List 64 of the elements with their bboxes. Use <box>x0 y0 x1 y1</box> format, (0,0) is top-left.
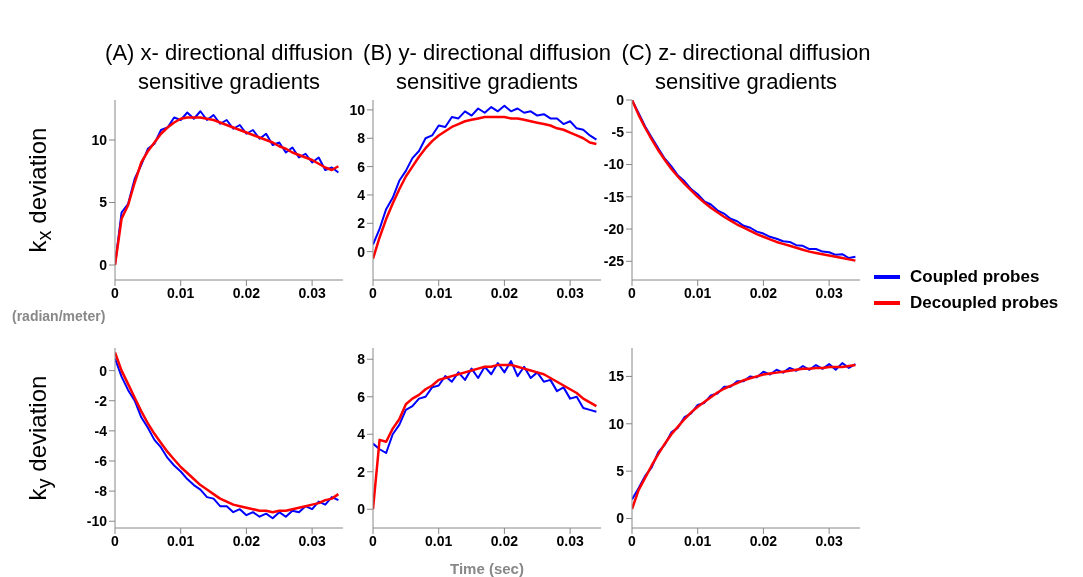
x-tick-label: 0 <box>111 284 120 301</box>
x-tick-label: 0.02 <box>232 284 261 301</box>
y-tick-label: 5 <box>616 463 625 480</box>
y-tick-label: 2 <box>357 463 366 480</box>
y-tick-label: 5 <box>99 194 108 211</box>
y-tick-label: 6 <box>357 158 366 175</box>
y-tick-label: 4 <box>357 426 366 443</box>
x-tick-label: 0.03 <box>815 532 843 549</box>
y-tick-label: 10 <box>349 101 366 118</box>
y-tick-label: 10 <box>608 415 625 432</box>
x-tick-label: 0.02 <box>749 532 778 549</box>
x-tick-label: 0 <box>628 532 637 549</box>
x-tick-label: 0.01 <box>684 532 712 549</box>
x-tick-label: 0.03 <box>298 532 326 549</box>
legend-label: Decoupled probes <box>910 293 1059 313</box>
y-tick-label: 0 <box>99 256 108 273</box>
x-tick-label: 0.03 <box>298 284 326 301</box>
y-tick-label: -10 <box>603 156 625 173</box>
x-tick-label: 0.03 <box>556 284 584 301</box>
y-tick-label: -20 <box>603 221 625 237</box>
y-tick-label: -4 <box>94 422 108 439</box>
y-tick-label: -5 <box>611 124 625 141</box>
x-tick-label: 0.01 <box>684 284 712 301</box>
y-tick-label: 4 <box>357 186 366 203</box>
y-tick-label: -15 <box>603 188 625 205</box>
y-tick-label: 8 <box>357 130 366 147</box>
x-tick-label: 0.03 <box>815 284 843 301</box>
x-tick-label: 0.01 <box>425 532 453 549</box>
text: (radian/meter) <box>12 308 106 324</box>
chart-title: (A) x- directional diffusion sensitive gradients <box>104 39 354 96</box>
x-tick-label: 0.01 <box>425 284 453 301</box>
x-tick-label: 0.01 <box>167 532 195 549</box>
x-tick-label: 0.01 <box>167 284 195 301</box>
x-tick-label: 0 <box>628 284 637 301</box>
x-tick-label: 0 <box>111 532 120 549</box>
y-tick-label: -25 <box>603 253 625 270</box>
y-tick-label: 6 <box>357 388 366 405</box>
y-tick-label: 0 <box>616 91 625 108</box>
y-tick-label: 0 <box>357 501 366 518</box>
x-tick-label: 0 <box>369 284 378 301</box>
x-tick-label: 0.02 <box>490 532 519 549</box>
chart-title: (C) z- directional diffusion sensitive gradients <box>621 40 871 94</box>
chart-title: (B) y- directional diffusion sensitive gradients <box>363 40 611 94</box>
y-tick-label: 15 <box>608 368 625 385</box>
y-tick-label: 0 <box>616 510 625 527</box>
y-tick-label: 8 <box>357 351 366 368</box>
y-tick-label: -2 <box>94 392 108 409</box>
y-tick-label: 10 <box>91 131 108 148</box>
x-axis-title: Time (sec) <box>449 560 525 577</box>
y-tick-label: 0 <box>99 362 108 379</box>
y-tick-label: 2 <box>357 215 366 232</box>
line-series <box>373 115 598 260</box>
x-tick-label: 0 <box>369 532 378 549</box>
y-tick-label: -8 <box>94 483 108 500</box>
x-tick-label: 0.02 <box>749 284 778 301</box>
line-series <box>373 104 598 246</box>
y-tick-label: 0 <box>357 243 366 260</box>
legend-label: Coupled probes <box>910 267 1040 287</box>
x-tick-label: 0.02 <box>490 284 519 301</box>
line-series <box>373 360 598 454</box>
y-tick-label: -10 <box>86 513 108 530</box>
y-tick-label: -6 <box>94 452 108 469</box>
x-tick-label: 0.02 <box>232 532 261 549</box>
x-tick-label: 0.03 <box>556 532 584 549</box>
